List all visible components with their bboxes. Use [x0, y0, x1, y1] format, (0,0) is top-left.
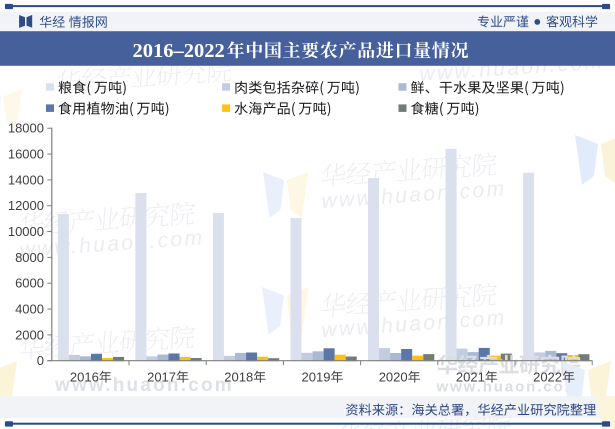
svg-text:www.huaon.com: www.huaon.com: [54, 375, 234, 396]
svg-text:4000: 4000: [15, 301, 44, 316]
svg-text:14000: 14000: [8, 172, 44, 187]
svg-text:10000: 10000: [8, 224, 44, 239]
svg-text:2016: 2016: [70, 370, 99, 385]
svg-text:0: 0: [37, 353, 44, 368]
svg-text:2019: 2019: [302, 370, 331, 385]
svg-text:2000: 2000: [15, 327, 44, 342]
svg-text:2017: 2017: [147, 370, 176, 385]
svg-text:18000: 18000: [8, 121, 44, 136]
svg-text:2022: 2022: [533, 370, 562, 385]
svg-text:2020: 2020: [379, 370, 408, 385]
svg-text:www.huaon.com: www.huaon.com: [436, 379, 580, 396]
svg-text:12000: 12000: [8, 198, 44, 213]
svg-text:16000: 16000: [8, 147, 44, 162]
svg-text:2018: 2018: [224, 370, 253, 385]
svg-text:8000: 8000: [15, 250, 44, 265]
svg-text:6000: 6000: [15, 276, 44, 291]
svg-text:2021: 2021: [456, 370, 485, 385]
svg-text:2016–2022: 2016–2022: [133, 40, 225, 62]
